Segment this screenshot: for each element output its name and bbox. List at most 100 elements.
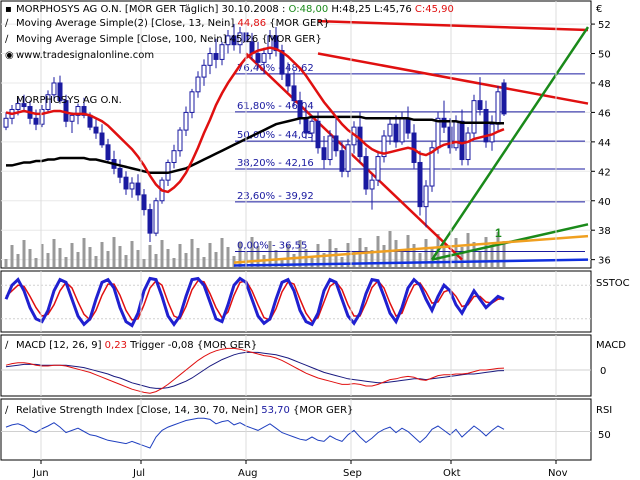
price-tick-label: 52 [598,20,611,31]
price-tick-label: 36 [598,256,611,267]
candle-body [147,209,153,234]
volume-bar [208,243,212,267]
candle-body [477,100,483,110]
candle-body [273,35,279,52]
candle-body [435,117,441,149]
volume-bar [40,244,44,267]
volume-bar [238,242,242,267]
volume-bar [226,247,230,267]
candle-body [69,114,75,122]
ma13-line [5,46,505,194]
time-axis: Jun Jul Aug Sep Okt Nov [32,1,568,479]
price-tick-label: 44 [598,138,611,149]
fib-label: 76,40% - 48,62 [237,63,314,74]
volume-bar [364,247,368,267]
volume-bar [334,248,338,267]
volume-bar [466,233,470,267]
candle-body [225,35,231,46]
globe-icon: ◉ [5,50,14,61]
candle-body [135,182,141,196]
red-trend-line [317,19,589,32]
candle-body [213,53,219,60]
candle-body [387,123,393,137]
volume-bar [136,250,140,267]
candle-body [3,117,9,128]
volume-bar [370,250,374,267]
candle-body [171,150,177,163]
candle-body [255,53,261,63]
orange-trend-line [233,234,589,264]
candle-body [285,73,291,87]
rsi-50-tick: 50 [598,430,611,441]
volume-bar [16,254,20,267]
candle-body [339,150,345,172]
line-icon: ∕ [5,405,9,416]
candle-body [141,194,147,211]
candle-body [57,82,63,102]
candle-body [21,103,27,108]
price-tick-label: 40 [598,197,611,208]
price-tick-label: 50 [598,50,611,61]
header-line1: MORPHOSYS AG O.N. [MOR GER Täglich] 30.1… [16,4,454,15]
candle-body [315,120,321,149]
volume-bar [328,239,332,267]
volume-bar [142,259,146,267]
fibonacci-levels: 76,40% - 48,62 61,80% - 46,04 50,00% - 44,… [235,63,585,253]
price-tick-label: 38 [598,226,611,237]
candle-body [345,144,351,172]
candle-body [81,106,87,116]
rsi-legend: Relative Strength Index [Close, 14, 30, … [16,405,353,416]
fib-label: 61,80% - 46,04 [237,101,314,112]
candle-body [423,185,429,208]
candle-body [327,135,333,161]
candle-body [459,120,465,161]
macd-axis-label: MACD [596,340,626,351]
volume-bar [214,252,218,267]
volume-bar [160,240,164,267]
rsi-axis-label: RSI [596,405,612,416]
trend-marker: 1 [495,226,502,240]
candle-body [237,32,243,46]
candle-body [189,91,195,113]
candle-body [501,82,507,115]
macd-trigger-line [5,351,505,389]
candle-body [153,200,159,234]
candle-body [303,117,309,134]
candle-body [465,132,471,161]
candle-body [483,108,489,143]
month-label: Jun [32,468,49,479]
macd-legend: MACD [12, 26, 9] 0,23 Trigger -0,08 {MOR… [16,340,257,351]
volume-bar [298,240,302,267]
volume-bar [220,238,224,267]
volume-bar [352,252,356,267]
chart-icon: ▪ [5,4,12,15]
currency-label: € [596,4,602,15]
header-ma100: Moving Average Simple [Close, 100, Nein]… [16,34,322,45]
candle-body [93,126,99,134]
volume-bar [166,249,170,267]
fib-label: 50,00% - 44,05 [237,130,314,141]
candlesticks [3,21,507,242]
blue-trend-line [233,258,589,267]
ma100-line [6,115,504,175]
candle-body [405,117,411,134]
candle-body [219,44,225,60]
candle-body [453,120,459,149]
volume-bar [496,232,500,267]
symbol-title: MORPHOSYS AG O.N. [16,95,122,106]
volume-bar [118,246,122,267]
candle-body [231,35,237,46]
volume-bar [88,247,92,267]
volume-bar [172,258,176,267]
candle-body [291,85,297,102]
candle-body [51,82,57,96]
volume-bar [388,231,392,267]
candle-body [429,147,435,187]
volume-bar [472,242,476,267]
moving-averages [5,46,505,194]
volume-bar [130,241,134,267]
candle-body [309,120,315,134]
volume-bar [256,246,260,267]
volume-bar [382,245,386,267]
rsi-line [5,417,505,449]
